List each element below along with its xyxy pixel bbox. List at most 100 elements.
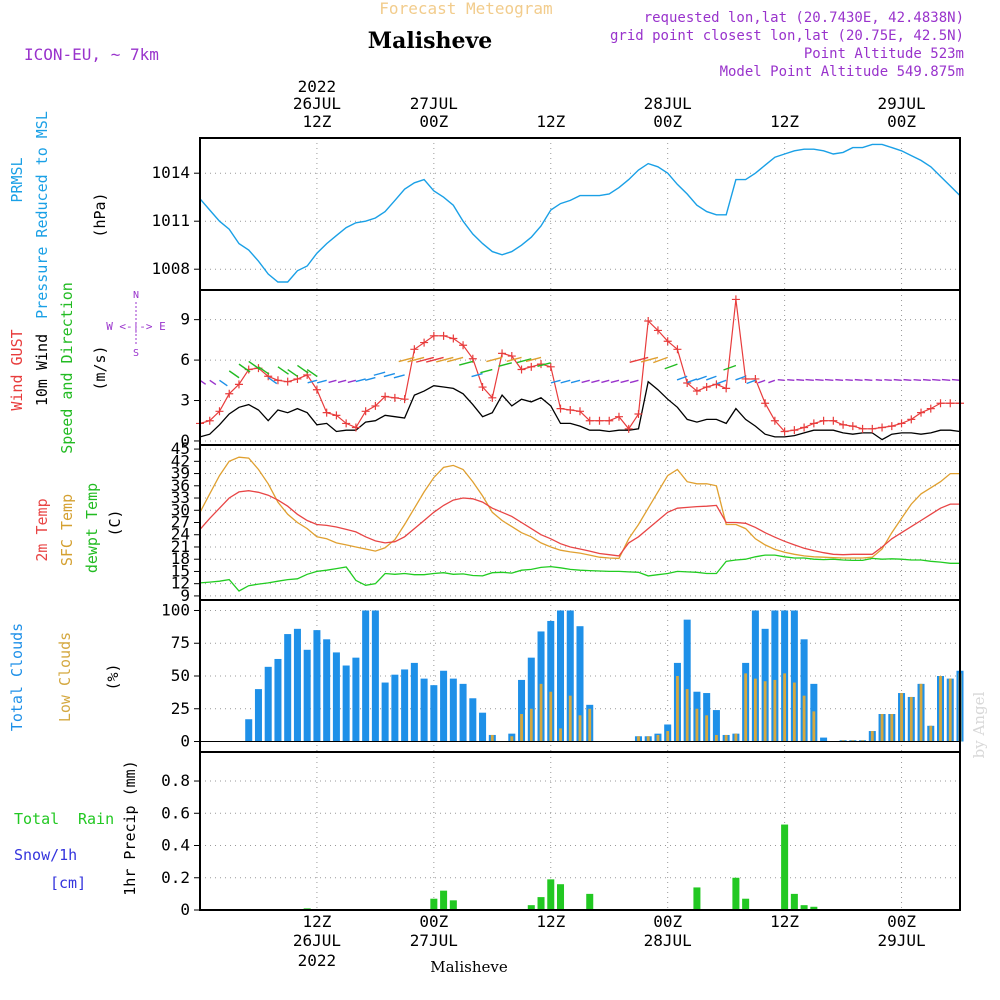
- snow-label: Snow/1h: [14, 846, 77, 864]
- wind-direction-arrow: [875, 379, 883, 382]
- precip-unit: 1hr Precip (mm): [121, 760, 139, 895]
- y-tick-label: 0.8: [161, 771, 190, 790]
- gust-marker: [449, 334, 458, 343]
- wind-direction-arrow: [436, 356, 454, 363]
- x-bottom-date-label: 28JUL: [644, 931, 692, 950]
- total-clouds-bar: [683, 619, 691, 742]
- x-top-date-label: 29JUL: [877, 94, 925, 113]
- total-clouds-bar: [245, 719, 253, 742]
- wind-direction-arrow: [560, 379, 571, 384]
- gust-marker: [234, 380, 243, 389]
- wind-direction-arrow: [610, 379, 620, 384]
- wind-label: 10m Wind: [33, 334, 51, 406]
- total-clouds-bar: [381, 682, 389, 742]
- gust-marker: [507, 352, 516, 361]
- total-clouds-bar: [332, 652, 340, 742]
- x-bottom-time-label: 12Z: [536, 912, 565, 931]
- total-clouds-bar: [820, 737, 828, 742]
- gust-marker: [517, 365, 526, 374]
- rain-label: Total: [14, 810, 59, 828]
- y-tick-label: 15: [171, 561, 190, 580]
- wind-direction-arrow: [629, 379, 639, 384]
- rain-bar: [537, 897, 545, 910]
- chart-title: Malisheve: [368, 28, 492, 54]
- gust-marker: [400, 395, 409, 404]
- wind-direction-arrow: [446, 356, 464, 363]
- low-clouds-bar: [666, 731, 670, 742]
- low-clouds-bar: [568, 695, 572, 742]
- gust-marker: [566, 405, 575, 414]
- wind-direction-arrow: [706, 375, 717, 381]
- low-clouds-bar: [724, 734, 728, 742]
- low-clouds-bar: [588, 708, 592, 742]
- gust-marker: [595, 416, 604, 425]
- gust-marker: [702, 383, 711, 392]
- rain-bar: [430, 898, 438, 910]
- axis-layer: 1008101110140369912151821242730333639424…: [151, 77, 925, 970]
- low-clouds-bar: [705, 715, 709, 742]
- x-top-time-label: 00Z: [419, 112, 448, 131]
- y-tick-label: 45: [171, 439, 190, 458]
- wind-direction-arrow: [723, 364, 737, 371]
- wind-direction-arrow: [824, 378, 834, 382]
- gust-marker: [868, 424, 877, 433]
- model-point-altitude: Model Point Altitude 549.875m: [720, 64, 964, 80]
- low-clouds-label: Low Clouds: [56, 632, 74, 722]
- low-clouds-bar: [939, 676, 942, 742]
- wind-direction-arrow: [884, 378, 892, 382]
- wind-direction-arrow: [591, 379, 600, 384]
- wind-direction-arrow: [459, 360, 474, 366]
- low-clouds-bar: [646, 736, 650, 742]
- wind-direction-arrow: [277, 366, 289, 375]
- gust-label: Wind GUST: [8, 329, 26, 410]
- total-clouds-bar: [323, 639, 331, 742]
- total-clouds-bar: [420, 678, 428, 742]
- wind-direction-arrow: [209, 379, 217, 386]
- gust-marker: [371, 401, 380, 410]
- y-tick-label: 0.2: [161, 868, 190, 887]
- gust-marker: [429, 331, 438, 340]
- total-clouds-bar: [342, 665, 350, 742]
- rain-bar: [732, 877, 740, 910]
- wind-direction-arrow: [620, 379, 629, 384]
- total-clouds-bar: [479, 712, 487, 742]
- low-clouds-bar: [715, 734, 718, 742]
- y-tick-label: 9: [180, 586, 190, 605]
- total-clouds-bar: [293, 628, 301, 742]
- total-clouds-bar: [557, 610, 565, 742]
- wind-direction-arrow: [316, 379, 327, 384]
- x-bottom-time-label: 00Z: [887, 912, 916, 931]
- dewpt-label: dewpt Temp: [83, 483, 101, 573]
- low-clouds-bar: [919, 683, 923, 742]
- y-tick-label: 1014: [151, 163, 190, 182]
- rain-bar: [742, 898, 750, 910]
- wind-direction-arrow: [537, 362, 551, 368]
- wind-direction-arrow: [267, 377, 278, 385]
- total-clouds-bar: [274, 658, 282, 742]
- y-tick-label: 0: [180, 431, 190, 450]
- panel-frame-pressure: [199, 137, 961, 291]
- rain-bar: [557, 884, 565, 910]
- wind-direction-arrow: [337, 379, 347, 384]
- gust-marker: [780, 427, 789, 436]
- low-clouds-bar: [841, 740, 845, 742]
- wind-direction-arrow: [328, 379, 337, 384]
- low-clouds-bar: [549, 691, 553, 742]
- rain-bar: [586, 893, 594, 910]
- x-top-time-label: 00Z: [887, 112, 916, 131]
- wind-direction-arrow: [407, 356, 425, 363]
- wind-direction-arrow: [238, 363, 251, 373]
- wind-direction-arrow: [735, 375, 746, 381]
- rain-bar: [547, 879, 555, 910]
- wind-direction-arrow: [932, 378, 941, 382]
- gust-marker: [342, 419, 351, 428]
- low-clouds-bar: [490, 734, 494, 742]
- gust-marker: [800, 423, 809, 432]
- x-top-time-label: 12Z: [536, 112, 565, 131]
- low-clouds-bar: [753, 678, 757, 742]
- x-top-time-label: 12Z: [302, 112, 331, 131]
- wind-direction-arrow: [845, 378, 853, 382]
- x-bottom-time-label: 12Z: [770, 912, 799, 931]
- total-clouds-bar: [254, 689, 262, 742]
